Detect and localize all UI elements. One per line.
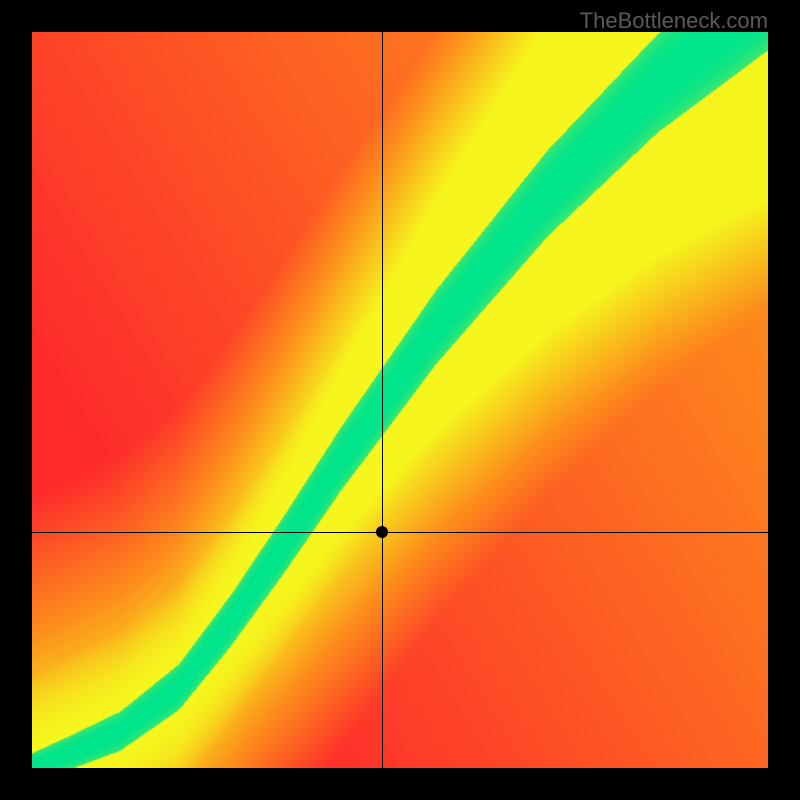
crosshair-marker [376,526,388,538]
crosshair-vertical [382,32,383,768]
crosshair-horizontal [32,532,768,533]
watermark-text: TheBottleneck.com [580,8,768,34]
plot-area [32,32,768,768]
heatmap-canvas [32,32,768,768]
